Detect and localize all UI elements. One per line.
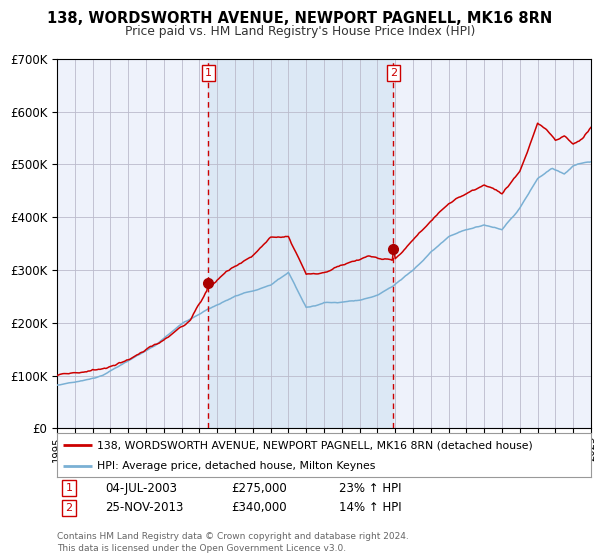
Text: HPI: Average price, detached house, Milton Keynes: HPI: Average price, detached house, Milt… [97, 461, 376, 471]
Text: £275,000: £275,000 [231, 482, 287, 495]
Text: 2: 2 [65, 503, 73, 513]
Text: 2: 2 [390, 68, 397, 78]
Text: 138, WORDSWORTH AVENUE, NEWPORT PAGNELL, MK16 8RN: 138, WORDSWORTH AVENUE, NEWPORT PAGNELL,… [47, 11, 553, 26]
Text: Contains HM Land Registry data © Crown copyright and database right 2024.
This d: Contains HM Land Registry data © Crown c… [57, 533, 409, 553]
Text: £340,000: £340,000 [231, 501, 287, 515]
Text: 14% ↑ HPI: 14% ↑ HPI [339, 501, 401, 515]
Text: 23% ↑ HPI: 23% ↑ HPI [339, 482, 401, 495]
Text: 138, WORDSWORTH AVENUE, NEWPORT PAGNELL, MK16 8RN (detached house): 138, WORDSWORTH AVENUE, NEWPORT PAGNELL,… [97, 440, 533, 450]
Text: 25-NOV-2013: 25-NOV-2013 [105, 501, 184, 515]
Text: 1: 1 [205, 68, 212, 78]
Text: 04-JUL-2003: 04-JUL-2003 [105, 482, 177, 495]
Text: Price paid vs. HM Land Registry's House Price Index (HPI): Price paid vs. HM Land Registry's House … [125, 25, 475, 38]
Bar [208, 59, 394, 428]
Text: 1: 1 [65, 483, 73, 493]
